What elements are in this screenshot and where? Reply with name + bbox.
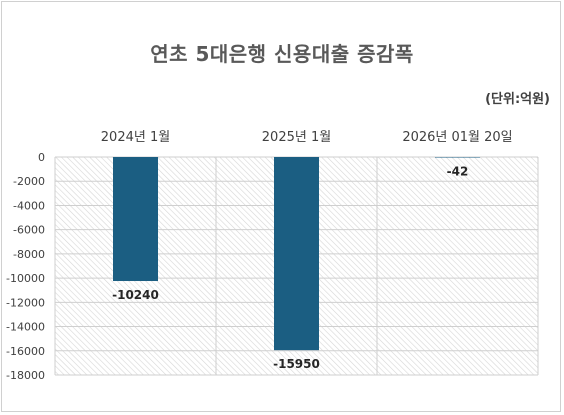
y-tick-label: -18000 [6, 369, 45, 382]
y-tick-label: -16000 [6, 345, 45, 358]
data-label: -10240 [112, 288, 159, 302]
y-tick-label: 0 [38, 151, 45, 164]
y-tick-label: -8000 [13, 248, 45, 261]
bar-3 [435, 157, 480, 158]
category-label: 2025년 1월 [262, 130, 331, 145]
y-tick-label: -12000 [6, 296, 45, 309]
category-label: 2026년 01월 20일 [402, 130, 512, 145]
bar-2 [274, 157, 319, 351]
bar-1 [113, 157, 158, 282]
y-tick-label: -6000 [13, 224, 45, 237]
category-label: 2024년 1월 [101, 130, 170, 145]
data-label: -42 [447, 165, 469, 179]
y-tick-label: -10000 [6, 272, 45, 285]
y-tick-label: -14000 [6, 321, 45, 334]
data-label: -15950 [273, 357, 320, 371]
unit-label: (단위:억원) [485, 92, 550, 107]
chart-title: 연초 5대은행 신용대출 증감폭 [150, 42, 414, 66]
y-tick-label: -4000 [13, 199, 45, 212]
y-tick-label: -2000 [13, 175, 45, 188]
